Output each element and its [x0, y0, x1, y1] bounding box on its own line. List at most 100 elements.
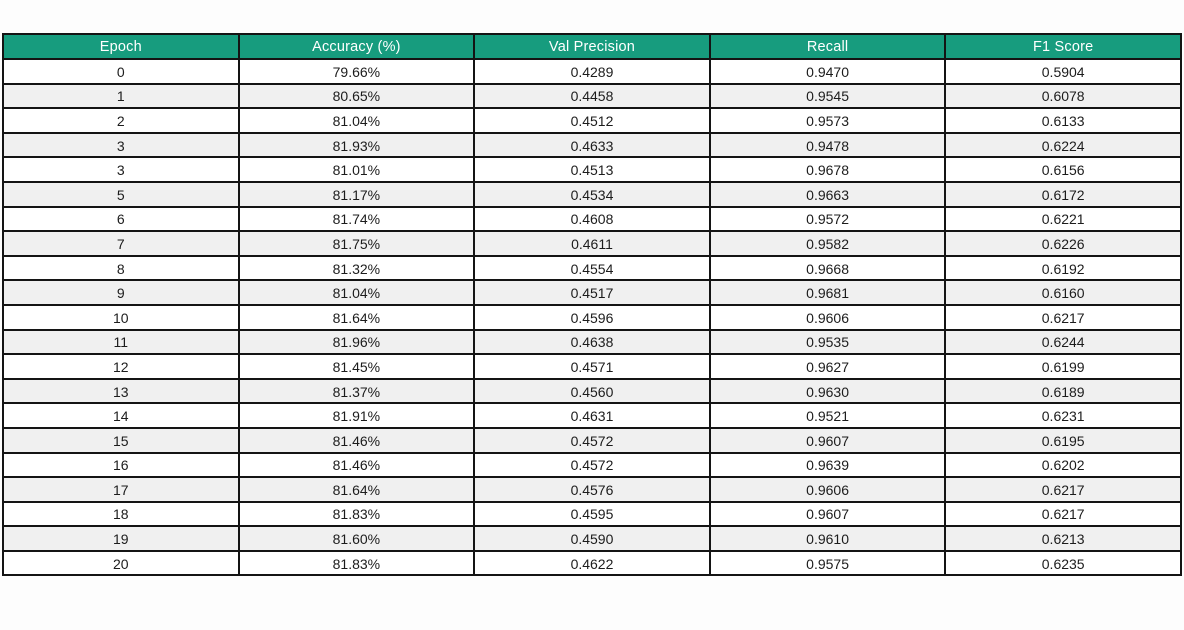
cell-recall: 0.9535	[708, 328, 947, 356]
cell-f1-score: 0.6192	[944, 254, 1182, 282]
table-row: 16 81.46% 0.4572 0.9639 0.6202	[2, 451, 1182, 479]
cell-recall: 0.9572	[708, 205, 947, 233]
table-row: 5 81.17% 0.4534 0.9663 0.6172	[2, 180, 1182, 208]
cell-recall: 0.9639	[708, 451, 947, 479]
cell-val-precision: 0.4560	[473, 377, 711, 405]
cell-f1-score: 0.6217	[944, 303, 1182, 331]
cell-f1-score: 0.6217	[944, 476, 1182, 503]
cell-epoch: 7	[2, 230, 240, 257]
cell-epoch: 2	[2, 107, 240, 134]
table-row: 6 81.74% 0.4608 0.9572 0.6221	[2, 205, 1182, 233]
cell-recall: 0.9627	[708, 353, 947, 380]
cell-epoch: 19	[2, 525, 240, 552]
cell-val-precision: 0.4534	[473, 180, 711, 208]
table-row: 19 81.60% 0.4590 0.9610 0.6213	[2, 525, 1182, 552]
cell-val-precision: 0.4571	[473, 353, 711, 380]
cell-val-precision: 0.4576	[473, 476, 711, 503]
cell-accuracy: 80.65%	[237, 82, 476, 110]
cell-f1-score: 0.6202	[944, 451, 1182, 479]
table-row: 12 81.45% 0.4571 0.9627 0.6199	[2, 353, 1182, 380]
cell-accuracy: 81.04%	[237, 107, 476, 134]
cell-f1-score: 0.6156	[944, 156, 1182, 183]
table-row: 3 81.01% 0.4513 0.9678 0.6156	[2, 156, 1182, 183]
cell-recall: 0.9575	[708, 549, 947, 577]
cell-accuracy: 81.46%	[237, 451, 476, 479]
cell-epoch: 11	[2, 328, 240, 356]
cell-accuracy: 81.83%	[237, 500, 476, 528]
cell-val-precision: 0.4633	[473, 131, 711, 159]
column-header-recall: Recall	[708, 33, 947, 60]
cell-accuracy: 81.93%	[237, 131, 476, 159]
cell-recall: 0.9610	[708, 525, 947, 552]
cell-recall: 0.9606	[708, 476, 947, 503]
column-header-accuracy: Accuracy (%)	[237, 33, 476, 60]
cell-epoch: 18	[2, 500, 240, 528]
table-row: 15 81.46% 0.4572 0.9607 0.6195	[2, 426, 1182, 454]
cell-epoch: 3	[2, 131, 240, 159]
cell-epoch: 16	[2, 451, 240, 479]
cell-f1-score: 0.6231	[944, 402, 1182, 429]
table-row: 17 81.64% 0.4576 0.9606 0.6217	[2, 476, 1182, 503]
cell-f1-score: 0.6226	[944, 230, 1182, 257]
cell-accuracy: 81.17%	[237, 180, 476, 208]
cell-val-precision: 0.4517	[473, 279, 711, 306]
cell-val-precision: 0.4608	[473, 205, 711, 233]
cell-epoch: 0	[2, 58, 240, 85]
cell-accuracy: 81.91%	[237, 402, 476, 429]
cell-val-precision: 0.4590	[473, 525, 711, 552]
cell-f1-score: 0.6221	[944, 205, 1182, 233]
table-row: 0 79.66% 0.4289 0.9470 0.5904	[2, 58, 1182, 85]
cell-accuracy: 79.66%	[237, 58, 476, 85]
cell-recall: 0.9521	[708, 402, 947, 429]
cell-val-precision: 0.4595	[473, 500, 711, 528]
table-row: 13 81.37% 0.4560 0.9630 0.6189	[2, 377, 1182, 405]
cell-epoch: 8	[2, 254, 240, 282]
cell-epoch: 13	[2, 377, 240, 405]
cell-epoch: 15	[2, 426, 240, 454]
table-row: 2 81.04% 0.4512 0.9573 0.6133	[2, 107, 1182, 134]
cell-epoch: 14	[2, 402, 240, 429]
cell-accuracy: 81.96%	[237, 328, 476, 356]
cell-f1-score: 0.6213	[944, 525, 1182, 552]
cell-epoch: 5	[2, 180, 240, 208]
cell-epoch: 10	[2, 303, 240, 331]
cell-accuracy: 81.64%	[237, 303, 476, 331]
cell-f1-score: 0.6199	[944, 353, 1182, 380]
table-row: 14 81.91% 0.4631 0.9521 0.6231	[2, 402, 1182, 429]
cell-recall: 0.9607	[708, 500, 947, 528]
cell-f1-score: 0.6195	[944, 426, 1182, 454]
cell-recall: 0.9470	[708, 58, 947, 85]
cell-recall: 0.9478	[708, 131, 947, 159]
cell-f1-score: 0.6189	[944, 377, 1182, 405]
cell-recall: 0.9663	[708, 180, 947, 208]
cell-accuracy: 81.45%	[237, 353, 476, 380]
cell-epoch: 1	[2, 82, 240, 110]
cell-f1-score: 0.6217	[944, 500, 1182, 528]
cell-accuracy: 81.64%	[237, 476, 476, 503]
table-row: 7 81.75% 0.4611 0.9582 0.6226	[2, 230, 1182, 257]
column-header-f1-score: F1 Score	[944, 33, 1182, 60]
cell-f1-score: 0.5904	[944, 58, 1182, 85]
cell-accuracy: 81.32%	[237, 254, 476, 282]
cell-accuracy: 81.75%	[237, 230, 476, 257]
cell-accuracy: 81.01%	[237, 156, 476, 183]
cell-accuracy: 81.04%	[237, 279, 476, 306]
cell-epoch: 17	[2, 476, 240, 503]
cell-val-precision: 0.4611	[473, 230, 711, 257]
table-row: 10 81.64% 0.4596 0.9606 0.6217	[2, 303, 1182, 331]
cell-val-precision: 0.4572	[473, 426, 711, 454]
cell-f1-score: 0.6172	[944, 180, 1182, 208]
cell-f1-score: 0.6078	[944, 82, 1182, 110]
cell-recall: 0.9545	[708, 82, 947, 110]
cell-epoch: 12	[2, 353, 240, 380]
cell-epoch: 3	[2, 156, 240, 183]
training-metrics-table: Epoch Accuracy (%) Val Precision Recall F1 S…	[2, 33, 1182, 577]
cell-recall: 0.9582	[708, 230, 947, 257]
cell-val-precision: 0.4458	[473, 82, 711, 110]
cell-f1-score: 0.6160	[944, 279, 1182, 306]
cell-recall: 0.9607	[708, 426, 947, 454]
cell-f1-score: 0.6244	[944, 328, 1182, 356]
cell-epoch: 9	[2, 279, 240, 306]
cell-val-precision: 0.4554	[473, 254, 711, 282]
cell-val-precision: 0.4622	[473, 549, 711, 577]
